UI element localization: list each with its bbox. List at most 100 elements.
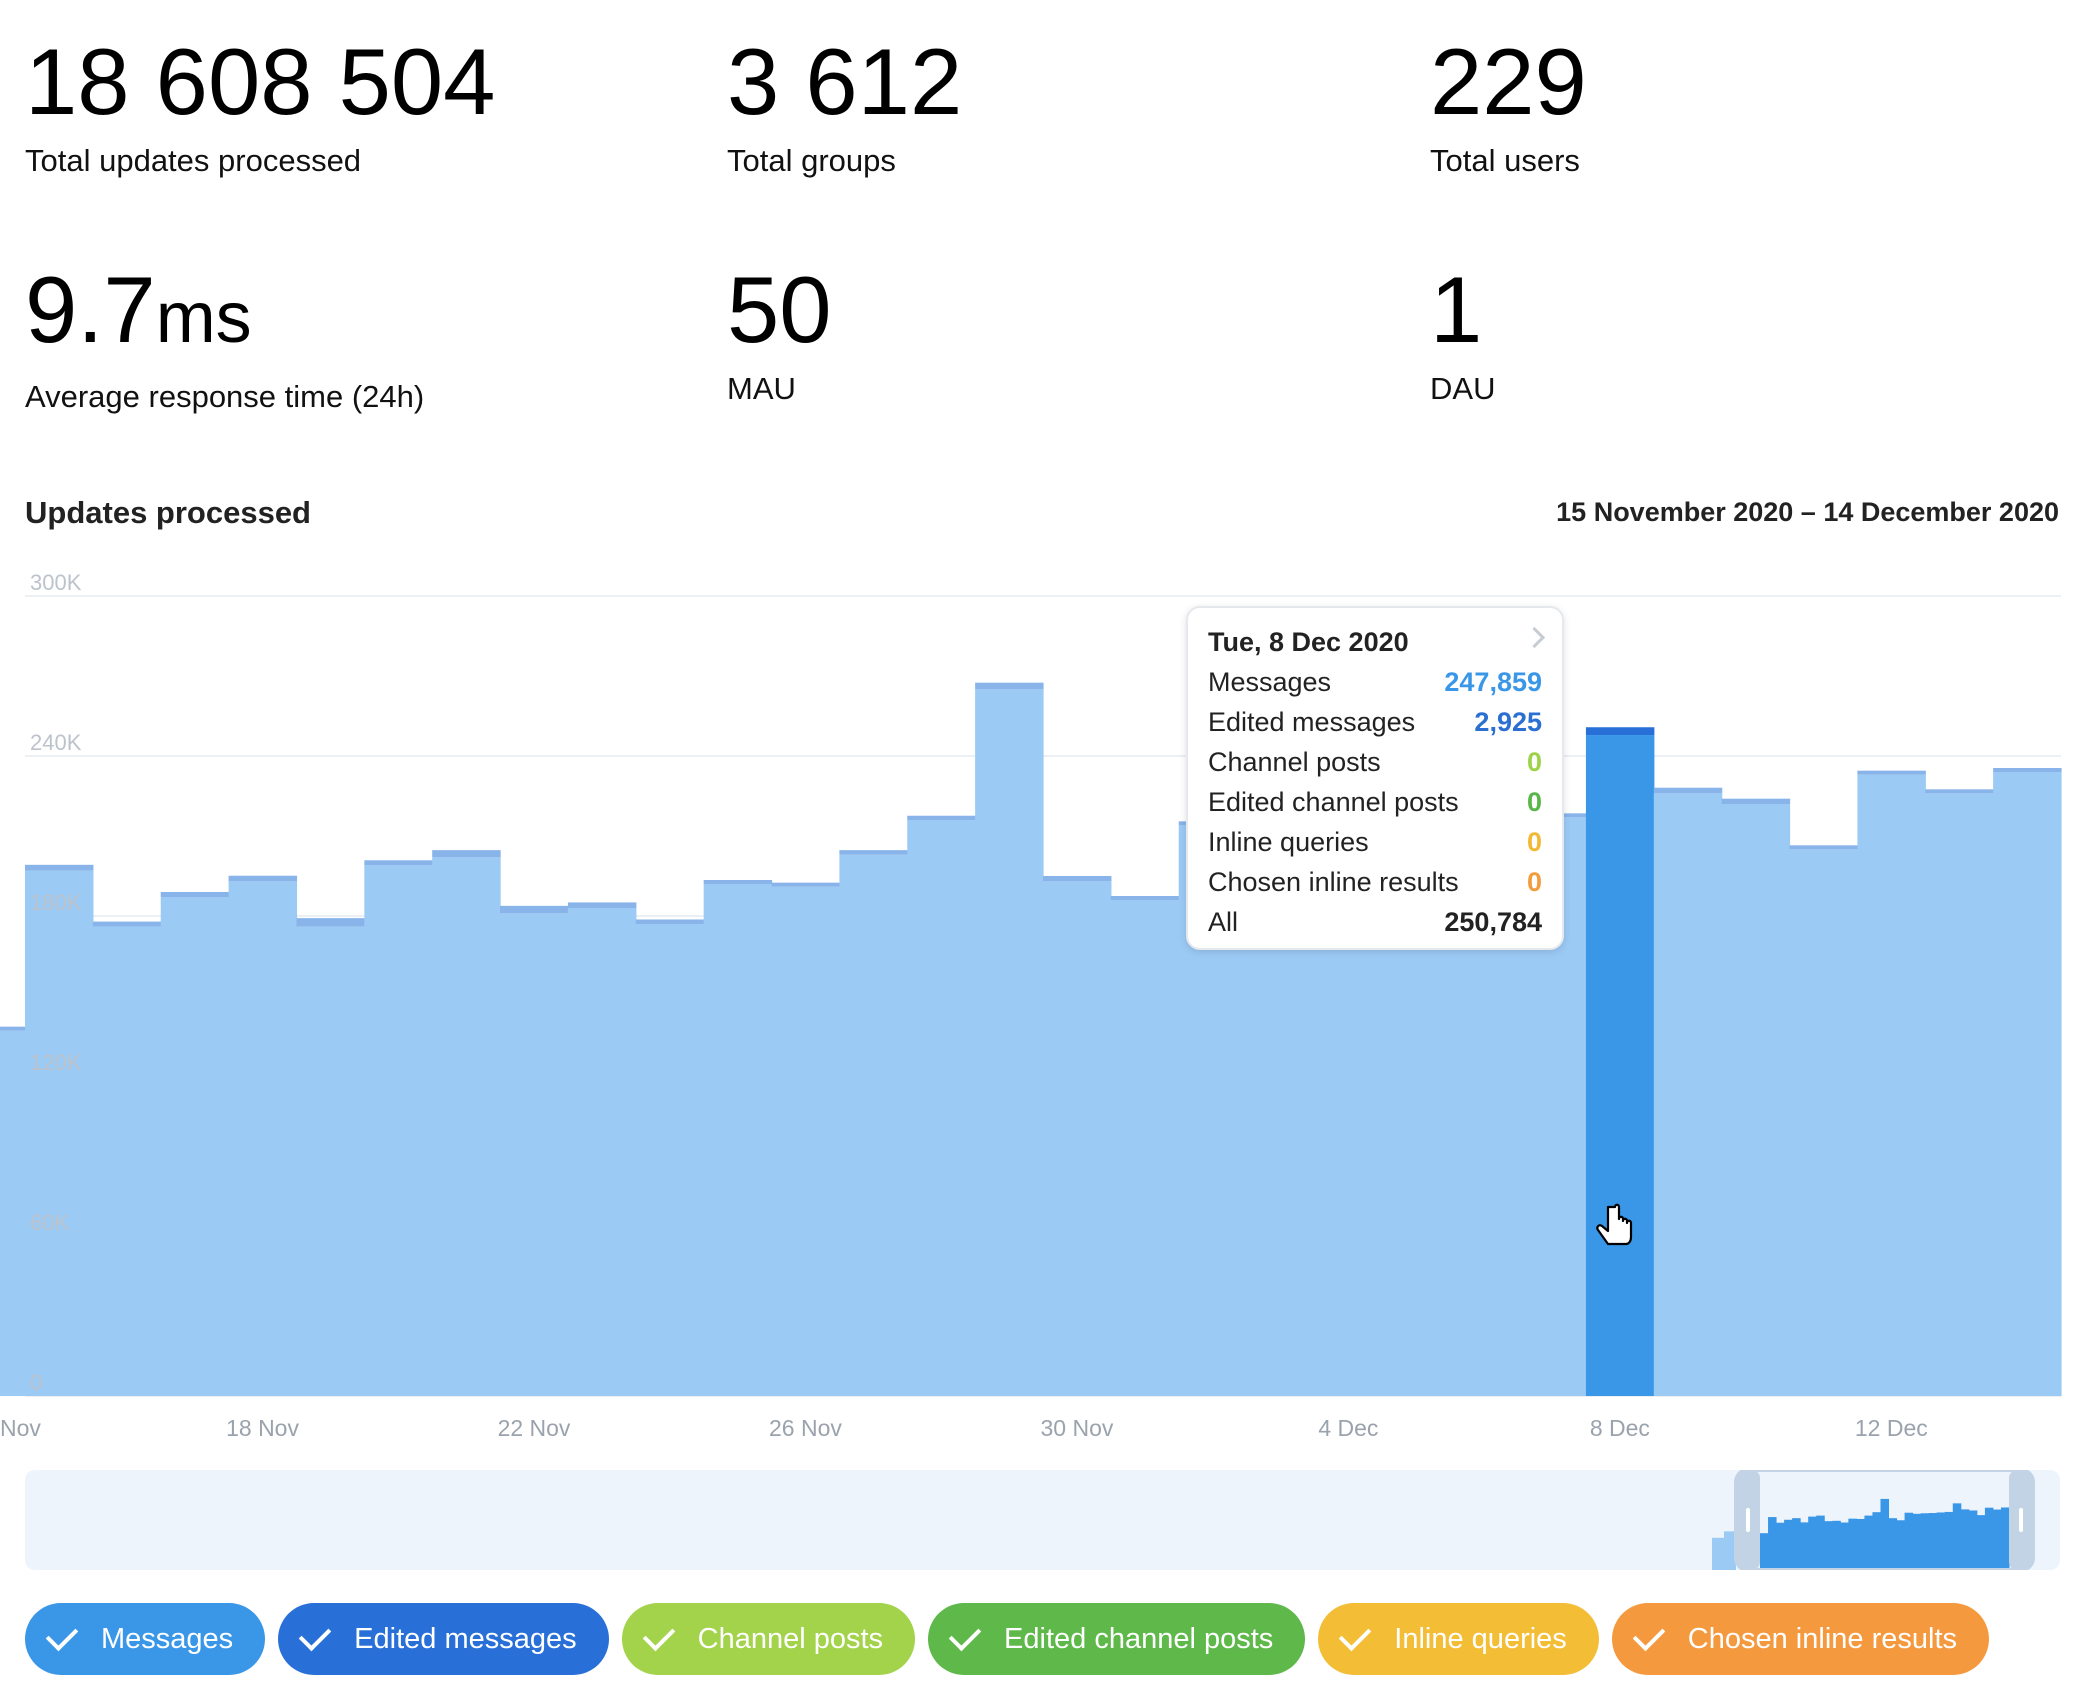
legend-toggle-messages[interactable]: Messages [25,1603,266,1675]
bar-messages[interactable] [296,926,365,1396]
bar-messages[interactable] [839,854,908,1396]
x-tick-label: 26 Nov [769,1415,842,1441]
bar-messages[interactable] [432,857,501,1396]
date-range: 15 November 2020 – 14 December 2020 [1556,497,2059,527]
x-tick-label: 22 Nov [498,1415,571,1441]
bar-messages[interactable] [92,926,162,1396]
bar-edited-messages[interactable] [1789,845,1858,850]
navigator-bar [1888,1518,1898,1570]
bar-messages[interactable] [907,820,976,1396]
navigator-bar [1712,1537,1724,1570]
navigator-bar [1912,1513,1922,1570]
bar-messages[interactable] [1043,881,1112,1396]
bar-messages[interactable] [1925,793,1994,1396]
bar-messages[interactable] [0,1030,26,1396]
bar-edited-messages[interactable] [500,905,569,914]
bar-edited-messages[interactable] [432,850,501,858]
navigator-bar [1832,1520,1841,1570]
stat-value: 1 [1430,257,1483,362]
bar-edited-messages[interactable] [1110,896,1180,900]
bar-edited-messages[interactable] [0,1026,26,1031]
bar-edited-messages[interactable] [228,875,298,882]
navigator-bar [1792,1518,1801,1570]
y-tick-label: 240K [30,730,82,755]
navigator-grip-right [2019,1508,2023,1532]
y-tick-label: 0 [30,1370,42,1395]
bar-edited-messages[interactable] [1925,789,1994,794]
legend-label: Edited messages [354,1622,577,1655]
legend-toggle-edited-messages[interactable]: Edited messages [278,1603,609,1675]
x-tick-label: 4 Dec [1318,1415,1378,1441]
bar-messages[interactable] [1789,849,1858,1396]
range-navigator[interactable] [25,1470,2060,1570]
navigator-bar [1856,1518,1865,1570]
bar-messages[interactable] [1110,900,1180,1396]
bar-edited-messages[interactable] [1721,798,1791,804]
y-tick-label: 300K [30,570,82,595]
bar-messages[interactable] [975,689,1044,1396]
stat-value: 9.7 [25,257,156,362]
x-tick-label: 18 Nov [226,1415,299,1441]
bar-messages[interactable] [703,884,773,1396]
legend-toggle-inline-queries[interactable]: Inline queries [1318,1603,1599,1675]
tooltip-row-label: Edited messages [1208,707,1416,737]
bar-edited-messages[interactable] [1653,787,1723,794]
x-tick-label: Nov [0,1415,41,1441]
bar-messages[interactable] [771,886,840,1396]
bar-edited-messages[interactable] [635,919,705,924]
bar-edited-messages[interactable] [364,860,433,866]
bar-edited-messages[interactable] [25,864,94,871]
bar-messages[interactable] [567,908,637,1396]
bar-edited-messages[interactable] [839,850,908,855]
tooltip-row-label: Chosen inline results [1208,867,1459,897]
bar-messages[interactable] [25,870,94,1396]
tooltip-row: All 250,784 [1208,902,1542,942]
tooltip-row-value: 0 [1526,747,1542,777]
bar-messages[interactable] [1721,804,1791,1396]
bar-messages[interactable] [160,897,230,1396]
stat-label: Average response time (24h) [25,379,425,414]
legend-toggle-channel-posts[interactable]: Channel posts [621,1603,916,1675]
checkmark-icon [1632,1618,1666,1652]
checkmark-icon [45,1618,79,1652]
tooltip-row: Inline queries 0 [1208,822,1542,862]
bar-edited-messages[interactable] [1993,768,2062,772]
navigator-bar [1944,1511,1954,1570]
bar-edited-messages[interactable] [1043,876,1112,882]
tooltip-row-label: Messages [1208,667,1332,697]
checkmark-icon [948,1618,982,1652]
bar-messages[interactable] [1993,772,2062,1396]
legend-toggle-edited-channel-posts[interactable]: Edited channel posts [928,1603,1306,1675]
bar-edited-messages[interactable] [907,815,976,820]
bar-messages[interactable] [500,913,569,1396]
stat-value: 3 612 [727,29,963,134]
bar-edited-messages[interactable] [567,902,637,908]
stat-label: Total updates processed [25,143,362,178]
x-tick-label: 12 Dec [1855,1415,1928,1441]
navigator-grip-left [1746,1508,1750,1532]
bar-edited-messages[interactable] [160,892,230,898]
bar-messages[interactable] [1857,774,1926,1396]
bar-messages[interactable] [228,881,298,1396]
bar-messages[interactable] [364,865,433,1396]
bar-edited-messages[interactable] [1857,770,1926,775]
navigator-bar [1840,1522,1849,1570]
checkmark-icon [642,1618,675,1652]
chart-tooltip[interactable]: Tue, 8 Dec 2020 Messages 247,859 Edited me… [1186,606,1564,950]
bar-edited-messages[interactable] [296,918,365,927]
bar-messages[interactable] [635,924,705,1396]
tooltip-row: Chosen inline results 0 [1208,862,1542,902]
bar-edited-messages[interactable] [975,682,1044,690]
updates-chart[interactable]: 0 60K 120K 180K 240K 300K Nov 18 Nov 22 Nov 26 N… [0,560,2083,1450]
bar-messages[interactable] [1585,735,1655,1396]
tooltip-row-label: Channel posts [1208,747,1381,777]
bar-edited-messages[interactable] [703,880,773,884]
bar-edited-messages[interactable] [771,882,840,887]
hand-cursor-icon [1596,1203,1633,1246]
legend-toggle-chosen-inline-results[interactable]: Chosen inline results [1611,1603,1989,1675]
navigator-minichart[interactable] [25,1470,2060,1570]
bar-edited-messages[interactable] [1585,727,1655,736]
bar-edited-messages[interactable] [92,921,162,927]
navigator-bar [1968,1510,1978,1570]
bar-messages[interactable] [1653,793,1723,1396]
